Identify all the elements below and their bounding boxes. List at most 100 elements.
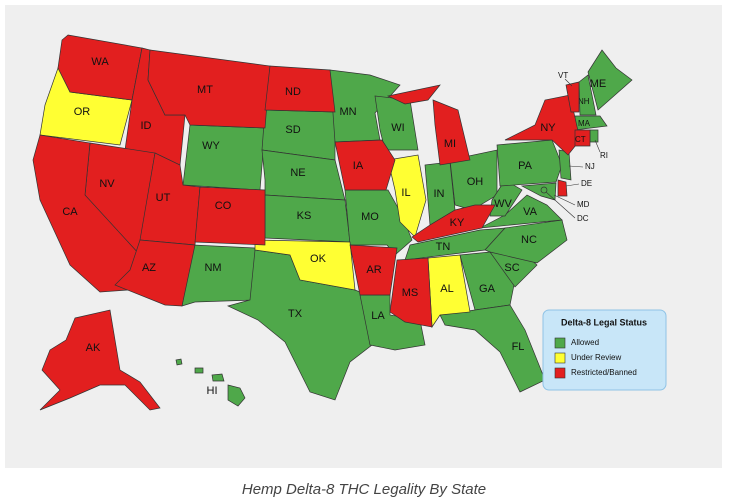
state-label: NY (540, 122, 556, 134)
state-shape (439, 304, 546, 393)
state-shape (114, 239, 196, 307)
state-shape (589, 129, 599, 143)
state-label: SC (504, 262, 519, 274)
leader-line (594, 139, 601, 153)
state-label: SD (285, 124, 300, 136)
state-shape (334, 139, 396, 191)
state: OR (39, 67, 133, 146)
state: NC (484, 219, 568, 264)
state: RI (589, 129, 608, 160)
state: MT (147, 49, 271, 129)
state-label: TX (288, 308, 303, 320)
state: MO (344, 189, 413, 256)
state-label: VT (558, 71, 568, 80)
state-shape (578, 74, 597, 116)
legend-box (542, 309, 667, 391)
state-label: OH (467, 176, 484, 188)
state-label: MS (402, 287, 419, 299)
state-shape (194, 186, 266, 246)
state-shape (175, 358, 183, 366)
state-label: NV (99, 178, 115, 190)
state-label: MI (444, 138, 456, 150)
state-label: MA (578, 119, 591, 128)
leader-line (545, 191, 576, 219)
state-shape (479, 194, 563, 229)
state: MI (386, 84, 471, 166)
state: FL (439, 304, 546, 393)
state-label: RI (600, 151, 608, 160)
state: SD (261, 109, 336, 161)
state-label: DC (577, 214, 589, 223)
state-label: IL (401, 187, 410, 199)
state-shape (211, 373, 225, 382)
state: WI (374, 95, 419, 151)
state-label: MO (361, 211, 379, 223)
state: TX (226, 249, 386, 401)
state-label: MD (577, 200, 590, 209)
state-label: ID (141, 120, 152, 132)
state: CT (574, 129, 591, 147)
state-shape (39, 309, 161, 411)
state-label: AK (86, 342, 101, 354)
state-label: WI (391, 122, 404, 134)
state: NJ (558, 149, 595, 181)
state-shape (504, 94, 581, 156)
state-shape (194, 367, 204, 374)
state: LA (359, 294, 426, 351)
state-label: WV (494, 198, 512, 210)
state: AK (39, 309, 161, 411)
state-label: NJ (585, 162, 595, 171)
state-label: IA (353, 160, 364, 172)
state: DE (557, 179, 592, 197)
state-label: WA (91, 56, 109, 68)
state-shape (254, 239, 356, 291)
state-label: MT (197, 84, 213, 96)
state: AR (349, 244, 398, 296)
state-label: TN (436, 241, 451, 253)
state-label: OK (310, 253, 327, 265)
state: AL (427, 254, 471, 329)
state: DC (540, 186, 589, 223)
state-shape (484, 219, 568, 264)
state-shape (557, 179, 568, 197)
state: VA (479, 194, 563, 229)
leader-line (564, 78, 573, 87)
state-shape (565, 81, 580, 113)
state-label: NM (204, 262, 221, 274)
state-label: HI (207, 385, 218, 397)
state-label: PA (518, 160, 533, 172)
legend-label: Under Review (571, 353, 621, 362)
state-label: AL (440, 283, 453, 295)
state-shape (558, 149, 572, 181)
state-shape (386, 84, 441, 105)
state: OH (449, 149, 498, 211)
state-shape (344, 189, 413, 256)
state-label: KY (450, 217, 465, 229)
state: KS (264, 194, 351, 243)
state-shape (359, 294, 426, 351)
state-label: ME (590, 78, 607, 90)
state-shape (227, 384, 246, 407)
state-label: UT (156, 192, 171, 204)
state-label: DE (581, 179, 592, 188)
legend: Delta-8 Legal Status Allowed Under Review… (542, 309, 667, 391)
state-label: KS (297, 210, 312, 222)
state-shape (540, 186, 548, 194)
state-label: VA (523, 206, 538, 218)
state-label: AZ (142, 262, 156, 274)
state: NH (578, 74, 597, 116)
state: MS (389, 257, 433, 328)
state-shape (449, 149, 498, 211)
state-shape (574, 129, 591, 147)
state-shape (432, 99, 471, 166)
state: HI (175, 358, 246, 407)
legend-items: Allowed Under Review Restricted/Banned (554, 337, 637, 379)
state-label: CT (575, 135, 586, 144)
state-label: ND (285, 86, 301, 98)
state-label: CO (215, 200, 232, 212)
state: WY (182, 124, 266, 191)
state: PA (496, 139, 563, 187)
state-shape (411, 204, 496, 243)
state: WA (57, 34, 143, 101)
